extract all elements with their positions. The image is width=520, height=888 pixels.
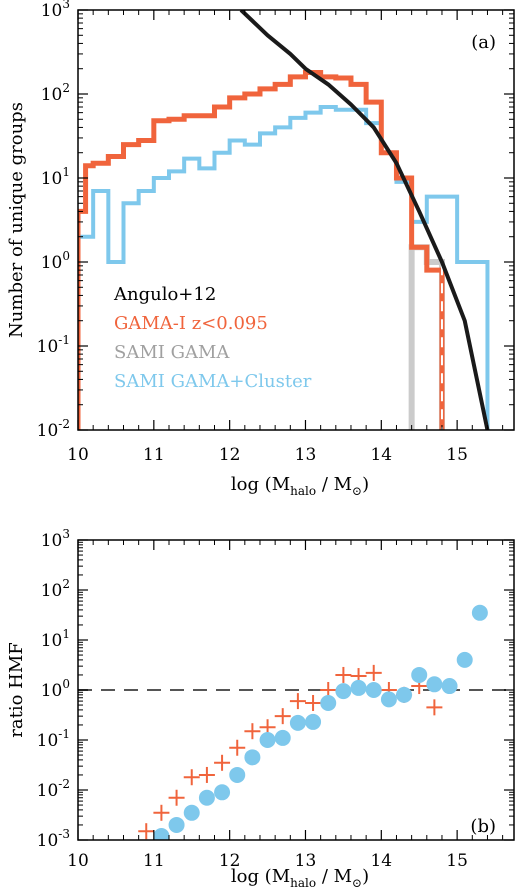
y-tick-label: 10-3: [37, 827, 70, 851]
ratio-cross-point: [274, 708, 291, 725]
x-tick-label: 15: [446, 445, 468, 465]
panel-b-label: (b): [470, 816, 496, 837]
ratio-cross-point: [153, 804, 170, 821]
ratio-circle-point: [198, 789, 215, 806]
legend-angulo: Angulo+12: [113, 284, 216, 305]
legend-gama: GAMA-I z<0.095: [114, 313, 268, 334]
y-tick-label: 103: [41, 527, 70, 551]
x-tick-label: 10: [67, 445, 89, 465]
panel-b: 10 11 12 13 14 15 10-3 10-2 10-1 100 101 102 103 (b)…: [6, 527, 515, 888]
ratio-circle-point: [411, 666, 428, 683]
ratio-circle-point: [441, 678, 458, 695]
angulo-line: [239, 10, 490, 430]
ratio-circle-point: [320, 694, 337, 711]
ratio-circle-point: [396, 686, 413, 703]
ratio-cross-point: [244, 723, 261, 740]
legend-sami-gama: SAMI GAMA: [114, 342, 230, 363]
x-tick-label: 12: [219, 851, 241, 871]
panel-a-ticks: 10 11 12 13 14 15 10-2 10-1 100 101 102 103: [37, 0, 514, 465]
ratio-circle-point: [244, 749, 261, 766]
ratio-cross-point: [289, 693, 306, 710]
xlabel-sub-halo: halo: [290, 876, 316, 888]
legend-sami-cluster: SAMI GAMA+Cluster: [114, 371, 312, 392]
y-tick-label: 102: [41, 81, 70, 105]
panel-a-frame: [77, 9, 515, 431]
xlabel-prefix: log (M: [231, 866, 290, 887]
ratio-circle-point: [229, 766, 246, 783]
y-tick-label: 10-1: [37, 333, 70, 357]
y-tick-label: 103: [41, 0, 70, 21]
x-tick-label: 11: [143, 445, 165, 465]
x-tick-label: 15: [446, 851, 468, 871]
panel-a-series: [78, 10, 490, 430]
y-tick-label: 100: [41, 249, 70, 273]
x-tick-label: 13: [295, 851, 317, 871]
y-tick-label: 10-2: [37, 417, 70, 441]
panel-b-ylabel: ratio HMF: [6, 642, 27, 738]
ratio-circle-point: [214, 784, 231, 801]
ratio-circle-point: [305, 713, 322, 730]
panel-b-series: [78, 604, 514, 840]
ratio-circle-point: [350, 679, 367, 696]
ratio-circle-point: [289, 714, 306, 731]
ratio-circle-point: [274, 729, 291, 746]
panel-a: 10 11 12 13 14 15 10-2 10-1 100 101 102 103 (a) Num…: [6, 0, 515, 498]
panel-b-frame: [77, 539, 515, 841]
panel-b-ticks: 10 11 12 13 14 15 10-3 10-2 10-1 100 101 102 103: [37, 527, 514, 871]
y-tick-label: 102: [41, 577, 70, 601]
ratio-cross-point: [229, 739, 246, 756]
ratio-circle-point: [168, 816, 185, 833]
ratio-circle-point: [471, 604, 488, 621]
x-tick-label: 14: [370, 445, 392, 465]
panel-a-ylabel: Number of unique groups: [6, 102, 27, 338]
ratio-cross-point: [305, 694, 322, 711]
y-tick-label: 100: [41, 677, 70, 701]
panel-a-label: (a): [471, 32, 496, 53]
x-tick-label: 13: [295, 445, 317, 465]
y-tick-label: 101: [41, 165, 70, 189]
ratio-circle-point: [456, 651, 473, 668]
xlabel-suffix: ): [362, 866, 369, 887]
xlabel-suffix: ): [362, 474, 369, 495]
xlabel-sub-sun: ⊙: [352, 876, 362, 888]
panel-a-xlabel: log (Mhalo / M⊙): [231, 474, 369, 498]
ratio-cross-point: [138, 823, 155, 840]
ratio-circle-point: [426, 676, 443, 693]
xlabel-sub-sun: ⊙: [352, 484, 362, 498]
y-tick-label: 101: [41, 627, 70, 651]
ratio-cross-point: [183, 769, 200, 786]
ratio-cross-point: [335, 666, 352, 683]
ratio-cross-point: [214, 754, 231, 771]
x-tick-label: 11: [143, 851, 165, 871]
panel-b-xlabel: log (Mhalo / M⊙): [231, 866, 369, 888]
ratio-circle-point: [183, 804, 200, 821]
ratio-cross-point: [168, 789, 185, 806]
ratio-cross-point: [426, 699, 443, 716]
xlabel-mid: / M: [316, 866, 352, 887]
ratio-circle-point: [365, 682, 382, 698]
ratio-circle-point: [335, 683, 352, 700]
x-tick-label: 10: [67, 851, 89, 871]
x-tick-label: 12: [219, 445, 241, 465]
ratio-cross-point: [198, 766, 215, 783]
ratio-cross-point: [365, 664, 382, 681]
step-series-2: [408, 244, 445, 430]
xlabel-sub-halo: halo: [290, 484, 316, 498]
x-tick-label: 14: [370, 851, 392, 871]
y-tick-label: 10-1: [37, 727, 70, 751]
ratio-circle-point: [153, 828, 170, 840]
ratio-circle-point: [380, 691, 397, 708]
xlabel-mid: / M: [316, 474, 352, 495]
ratio-circle-point: [259, 732, 276, 748]
xlabel-prefix: log (M: [231, 474, 290, 495]
panel-a-legend: Angulo+12 GAMA-I z<0.095 SAMI GAMA SAMI …: [113, 284, 312, 392]
y-tick-label: 10-2: [37, 777, 70, 801]
